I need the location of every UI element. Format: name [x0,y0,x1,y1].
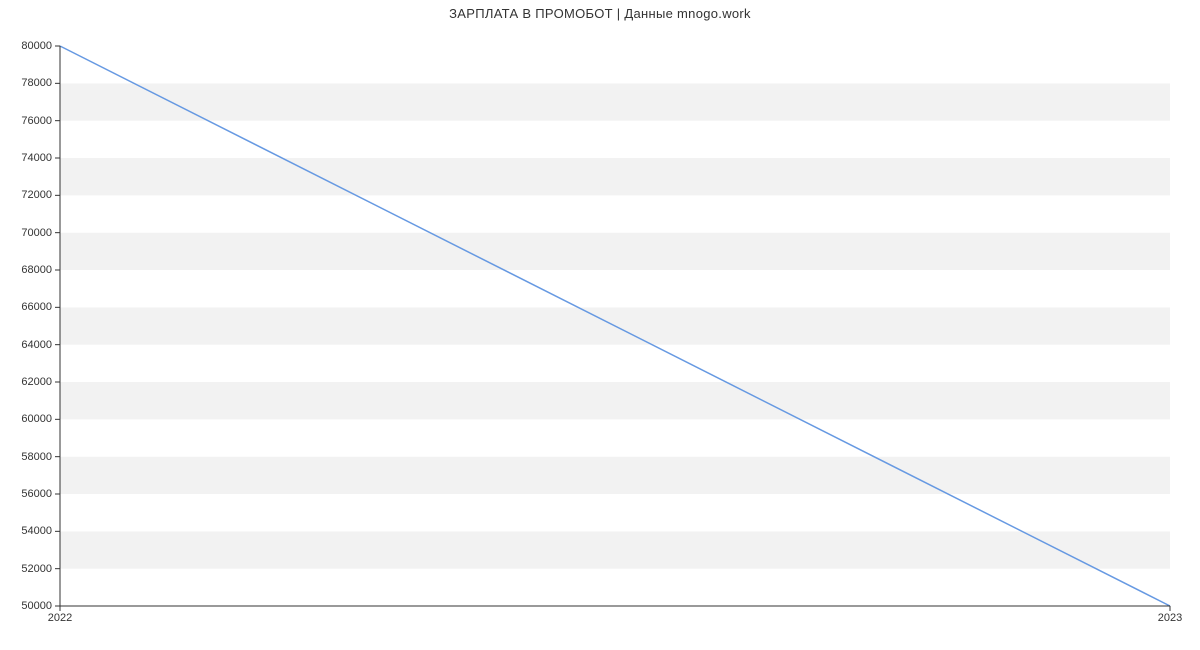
y-tick-label: 76000 [21,115,52,127]
grid-band [60,83,1170,120]
y-tick-label: 80000 [21,40,52,52]
y-tick-label: 50000 [21,600,52,612]
y-tick-label: 72000 [21,189,52,201]
y-tick-label: 60000 [21,413,52,425]
y-tick-label: 58000 [21,451,52,463]
x-tick-label: 2022 [48,612,72,624]
y-tick-label: 62000 [21,376,52,388]
grid-band [60,494,1170,531]
y-tick-label: 64000 [21,339,52,351]
plot-area: 5000052000540005600058000600006200064000… [60,46,1170,606]
grid-band [60,382,1170,419]
grid-band [60,158,1170,195]
y-tick-label: 70000 [21,227,52,239]
grid-band [60,195,1170,232]
grid-band [60,419,1170,456]
grid-band [60,531,1170,568]
grid-band [60,121,1170,158]
y-tick-label: 54000 [21,525,52,537]
y-tick-label: 56000 [21,488,52,500]
grid-band [60,270,1170,307]
y-tick-label: 66000 [21,301,52,313]
salary-line-chart: ЗАРПЛАТА В ПРОМОБОТ | Данные mnogo.work … [0,0,1200,650]
grid-band [60,46,1170,83]
y-tick-label: 78000 [21,77,52,89]
chart-title: ЗАРПЛАТА В ПРОМОБОТ | Данные mnogo.work [0,6,1200,21]
y-tick-label: 68000 [21,264,52,276]
x-tick-label: 2023 [1158,612,1182,624]
y-tick-label: 52000 [21,563,52,575]
grid-band [60,233,1170,270]
grid-band [60,345,1170,382]
grid-band [60,457,1170,494]
grid-band [60,569,1170,606]
y-tick-label: 74000 [21,152,52,164]
